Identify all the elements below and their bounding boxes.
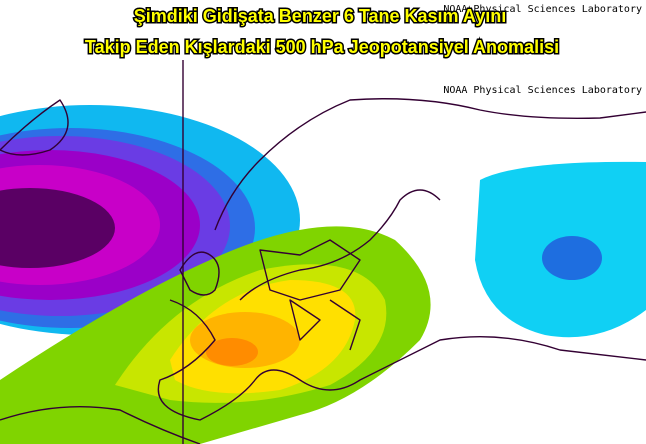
coastline <box>157 299 646 421</box>
contour-band <box>206 338 258 366</box>
borders <box>259 239 361 351</box>
credit: NOAA Physical Sciences Laboratory <box>443 85 642 96</box>
coastlines <box>0 98 646 444</box>
coastline <box>179 251 220 296</box>
coastline <box>214 98 646 231</box>
coastline <box>239 189 441 301</box>
negative-anomaly-east <box>475 161 646 338</box>
coastline <box>0 99 69 156</box>
coastline <box>0 405 201 444</box>
contour-band <box>542 236 602 280</box>
credit: NOAA Physical Sciences Laboratory <box>443 4 642 15</box>
contour-band <box>0 188 115 268</box>
title: Takip Eden Kışlardaki 500 hPa Jeopotansi… <box>85 37 559 57</box>
title: Şimdiki Gidişata Benzer 6 Tane Kasım Ayı… <box>134 6 506 26</box>
